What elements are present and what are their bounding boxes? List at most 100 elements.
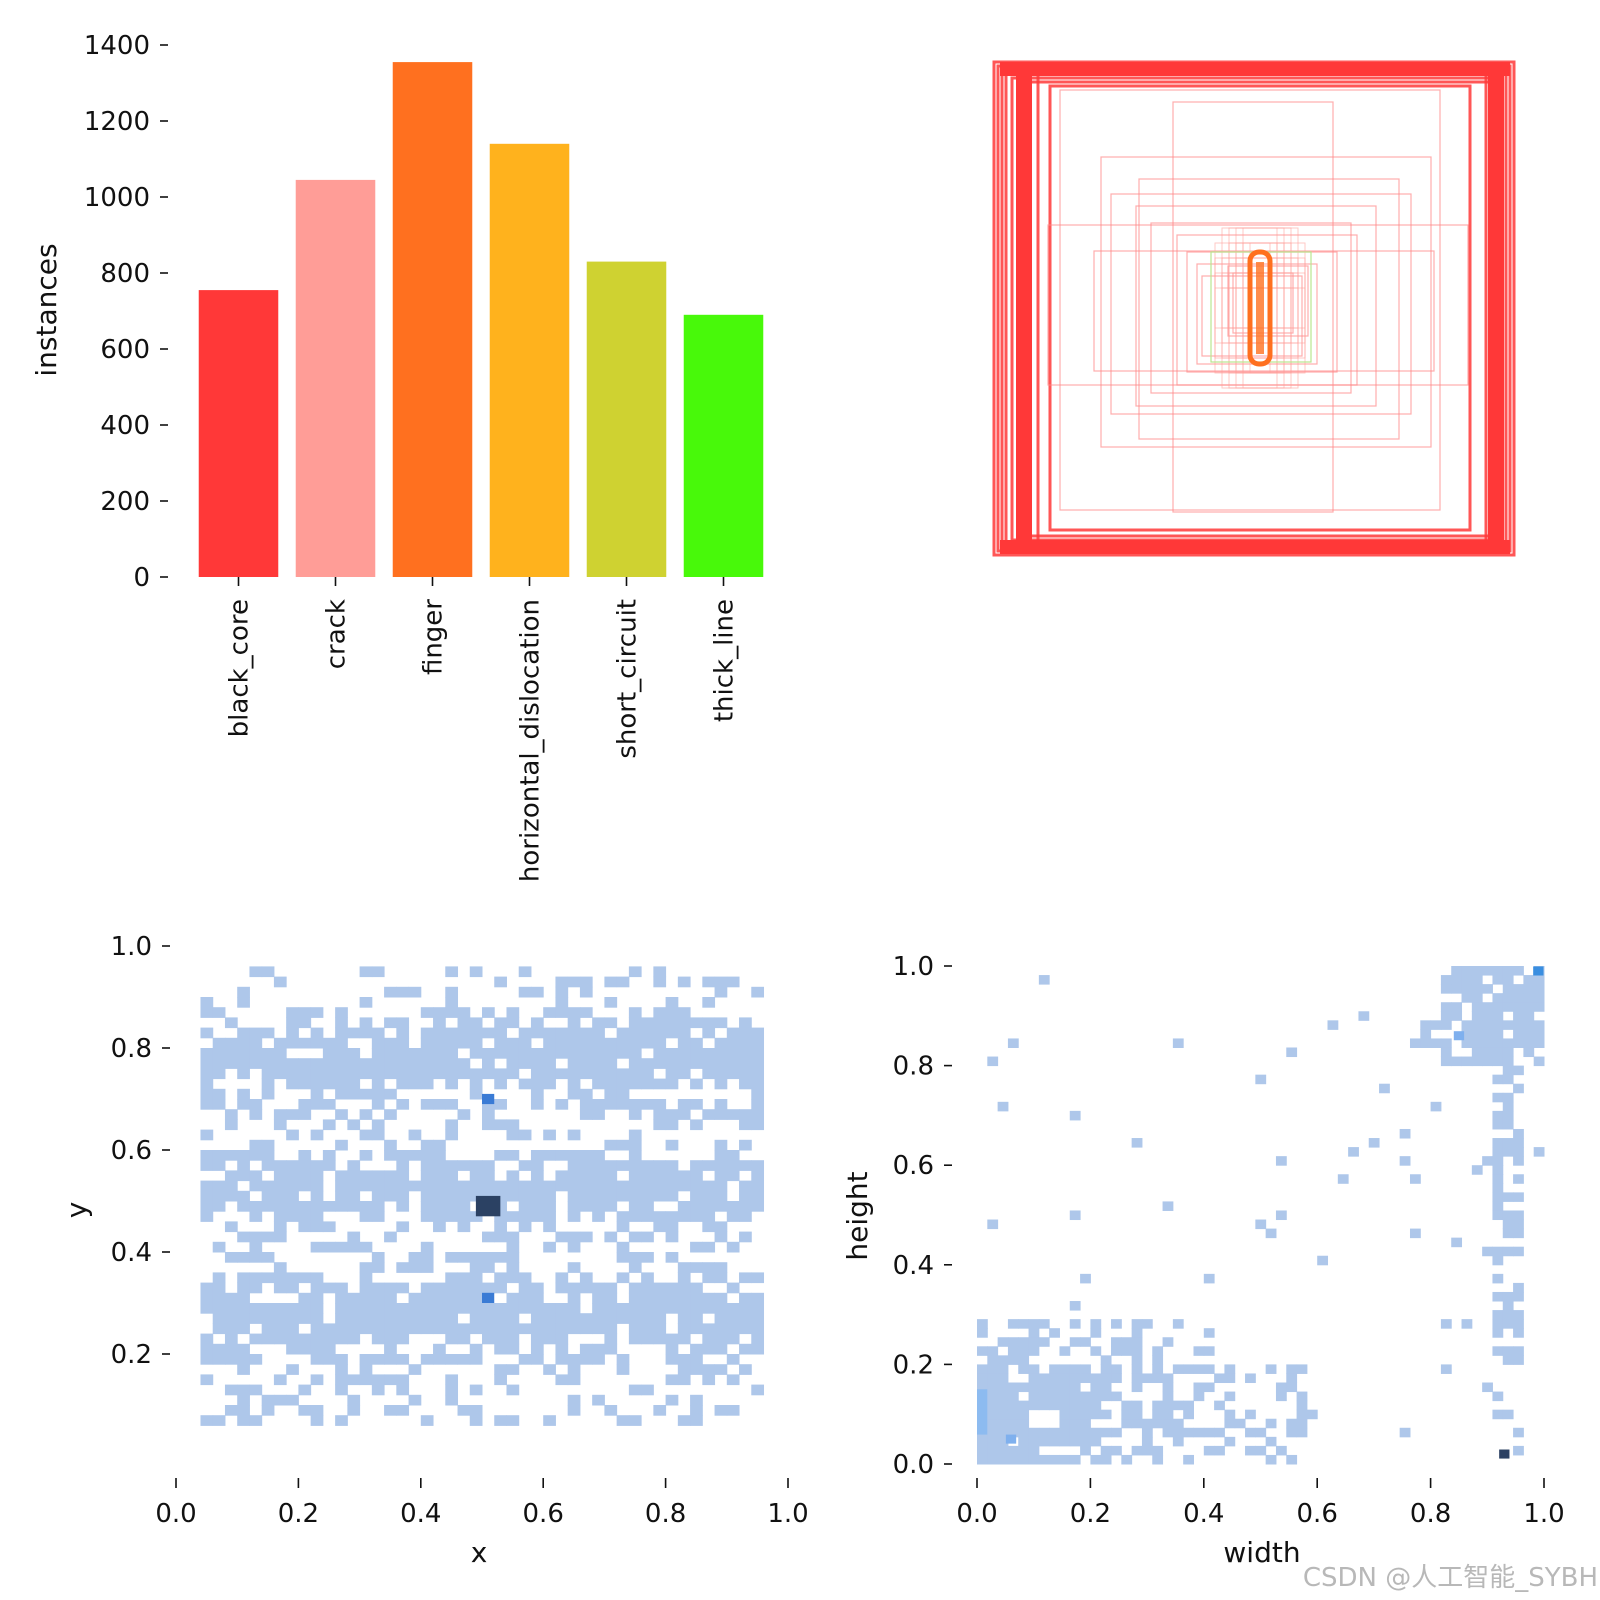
wh-heatmap-cell: [1007, 1409, 1019, 1420]
wh-heatmap-cell: [1337, 1174, 1349, 1184]
xy-heatmap-cell: [249, 1303, 263, 1314]
xy-heatmap-cell: [653, 966, 667, 978]
xy-heatmap-cell: [690, 1037, 703, 1049]
xy-heatmap-cell: [298, 1333, 312, 1345]
xy-heatmap-cell: [702, 1262, 716, 1273]
wh-heatmap-cell: [1214, 1400, 1225, 1411]
xy-heatmap-cell: [714, 1139, 728, 1151]
wh-heatmap-cell: [1502, 1020, 1514, 1030]
xy-heatmap-cell: [567, 1354, 581, 1365]
xy-heatmap-cell: [371, 1027, 385, 1039]
bar-y-tick-label: 1000: [84, 183, 150, 213]
xy-heatmap-cell: [506, 1231, 520, 1243]
wh-heatmap-cell: [1502, 1092, 1514, 1103]
xy-heatmap-cell: [408, 1323, 422, 1335]
xy-heatmap-cell: [690, 1170, 703, 1182]
wh-heatmap-cell: [1275, 1445, 1287, 1456]
xy-heatmap-cell: [665, 1058, 679, 1069]
wh-heatmap-cell: [997, 1101, 1009, 1112]
wh-heatmap-cell: [1162, 1201, 1174, 1211]
xy-heatmap-cell: [200, 1303, 214, 1314]
wh-heatmap-cell: [1286, 1427, 1298, 1438]
wh-heatmap-cell: [1399, 1156, 1411, 1166]
xy-heatmap-cell: [200, 997, 214, 1008]
xy-heatmap-cell: [714, 986, 728, 998]
xy-heatmap-cell: [714, 1313, 728, 1324]
xy-heatmap-cell: [384, 1037, 397, 1049]
xy-heatmap-cell: [530, 1160, 544, 1171]
wh-heatmap-cell: [1090, 1382, 1102, 1393]
xy-heatmap-cell: [335, 1374, 348, 1386]
xy-heatmap-cell: [567, 1150, 581, 1161]
xy-heatmap-cell: [298, 1078, 312, 1090]
xy-heatmap-cell: [482, 1119, 495, 1131]
xy-heatmap-cell: [555, 1180, 569, 1192]
wh-heatmap-cell: [1100, 1454, 1112, 1465]
xy-heatmap-cell: [482, 1170, 495, 1182]
xy-heatmap-cell: [212, 1160, 226, 1171]
wh-heatmap-cell: [1121, 1454, 1133, 1465]
xy-heatmap-cell: [433, 1139, 446, 1151]
xy-heatmap-cell: [714, 1017, 728, 1029]
wh-heatmap-cell: [1121, 1337, 1133, 1347]
xy-heatmap-cell: [347, 1333, 361, 1345]
box-overlay-panel: [992, 60, 1516, 557]
wh-heatmap-cell: [1502, 966, 1514, 976]
wh-heatmap-cell: [1090, 1346, 1102, 1356]
xy-heatmap-cell: [530, 1333, 544, 1345]
xy-heatmap-cell: [286, 1180, 299, 1192]
xy-heatmap-cell: [384, 1048, 397, 1059]
wh-heatmap-cell: [1513, 1020, 1524, 1030]
xy-heatmap-cell: [347, 1170, 361, 1182]
xy-heatmap-cell: [408, 1364, 422, 1375]
xy-heatmap-cell: [494, 1027, 507, 1039]
xy-heatmap-cell: [579, 1272, 593, 1284]
wh-heatmap-cell: [1162, 1409, 1174, 1420]
xy-heatmap-cell: [261, 1190, 275, 1202]
xy-heatmap-cell: [384, 1190, 397, 1202]
xy-heatmap-cell: [310, 1333, 324, 1345]
wh-y-tick-label: 0.6: [893, 1151, 934, 1181]
xy-heatmap-cell: [224, 1017, 238, 1029]
xy-heatmap-cell: [567, 1282, 581, 1294]
xy-heatmap-cell: [469, 1160, 483, 1171]
wh-heatmap-cell: [1513, 1192, 1524, 1202]
wh-heatmap-cell: [1492, 1273, 1504, 1284]
xy-heatmap-cell: [200, 1078, 214, 1090]
wh-heatmap-cell: [977, 1436, 988, 1447]
xy-heatmap-cell: [273, 1374, 287, 1386]
xy-heatmap-cell: [604, 1292, 618, 1304]
wh-heatmap-cell: [977, 1445, 988, 1456]
xy-heatmap-cell: [347, 1241, 361, 1253]
xy-heatmap-cell: [677, 1292, 691, 1304]
xy-heatmap-cell: [530, 1058, 544, 1069]
wh-heatmap-cell: [1513, 1002, 1524, 1012]
xy-heatmap-cell: [384, 1180, 397, 1192]
xy-heatmap-cell: [396, 1282, 410, 1294]
xy-heatmap-cell: [420, 1139, 434, 1151]
xy-heatmap-cell: [384, 1292, 397, 1304]
wh-heatmap-cell: [1440, 975, 1452, 985]
wh-heatmap-cell: [1492, 1201, 1504, 1211]
xy-heatmap-cell: [567, 1160, 581, 1171]
xy-heatmap-cell: [396, 1405, 410, 1416]
wh-heatmap-cell: [1018, 1400, 1030, 1411]
xy-heatmap-cell: [457, 1252, 471, 1263]
wh-heatmap-cell: [1080, 1273, 1091, 1284]
xy-heatmap-cell: [335, 1088, 348, 1100]
wh-heatmap-cell: [1131, 1382, 1143, 1393]
wh-heatmap-cell: [1502, 1110, 1514, 1121]
xy-heatmap-cell: [702, 1272, 716, 1284]
xy-heatmap-cell: [286, 1364, 299, 1375]
xy-heatmap-cell: [579, 1323, 593, 1335]
xy-heatmap-cell: [628, 1231, 642, 1243]
xy-heatmap-cell: [751, 1343, 765, 1355]
xy-heatmap-cell: [445, 1007, 459, 1018]
box-outline: [1100, 156, 1432, 448]
xy-heatmap-cell: [604, 1058, 618, 1069]
wh-heatmap-cell: [1038, 1337, 1050, 1347]
xy-heatmap-cell: [739, 1068, 752, 1080]
wh-heatmap-cell: [1471, 1038, 1483, 1048]
xy-heatmap-cell: [726, 1170, 740, 1182]
xy-heatmap-cell: [371, 1119, 385, 1131]
